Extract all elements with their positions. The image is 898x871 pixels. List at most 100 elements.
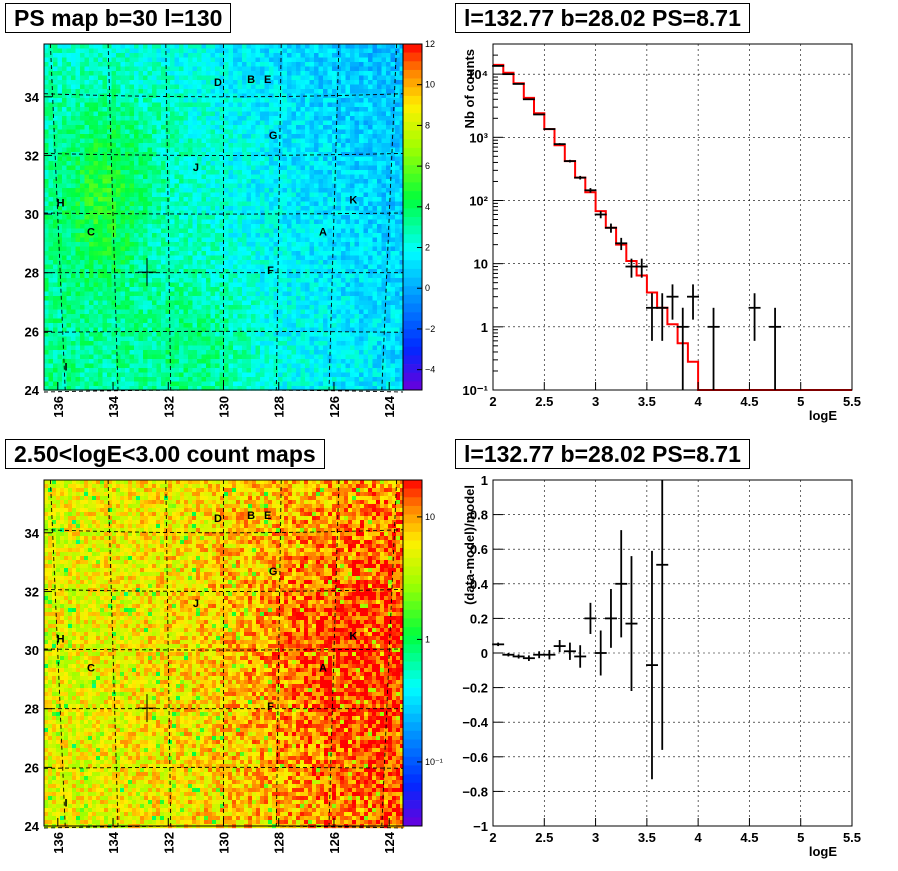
spectrum-x-tick-label: 3 xyxy=(592,394,599,409)
spectrum-title: l=132.77 b=28.02 PS=8.71 xyxy=(455,3,750,33)
count_map-x-tick-label: 126 xyxy=(327,832,342,854)
residual-y-tick-label: 0.8 xyxy=(470,508,488,523)
source-label-E: E xyxy=(264,74,271,86)
ps_map-lat-line xyxy=(43,152,404,156)
count_map-colorbar-cell xyxy=(403,774,422,784)
ps_map-lon-line xyxy=(49,43,66,391)
spectrum-frame xyxy=(492,43,853,391)
count_map-colorbar-cell xyxy=(403,540,422,550)
count_map-colorbar-label: 10⁻¹ xyxy=(425,757,443,767)
spectrum-data-points xyxy=(492,65,782,390)
ps_map-colorbar-label: 0 xyxy=(425,283,430,293)
residual-xlabel: logE xyxy=(809,844,837,859)
ps_map-colorbar-frame xyxy=(402,43,423,391)
residual-y-tick-label: −0.6 xyxy=(462,750,488,765)
spectrum-data-point xyxy=(584,188,597,193)
spectrum-data-point xyxy=(645,293,658,341)
residual-ylabel: (data-model)/model xyxy=(462,485,477,605)
spectrum-data-point xyxy=(769,307,782,390)
source-label-K: K xyxy=(349,194,357,206)
ps_map-colorbar-cell xyxy=(403,260,422,270)
residual-panel: 2 2.5 3 3.5 4 4.5 5 5.5 −1 −0.8 −0.6 −0.4 −0.2 0 0.2 0.… xyxy=(462,473,861,859)
residual-data-point xyxy=(594,630,607,676)
spectrum-data-point xyxy=(604,223,617,233)
count_map-x-tick-label: 132 xyxy=(161,832,176,854)
spectrum-y-tick-label: 10⁻¹ xyxy=(462,383,488,398)
ps_map-lat-line xyxy=(43,212,404,215)
ps_map-colorbar-cell xyxy=(403,303,422,313)
ps_map-colorbar-cell xyxy=(403,364,422,373)
count_map-colorbar-cell xyxy=(403,748,422,758)
spectrum-data-point xyxy=(615,237,628,251)
spectrum-y-tick-label: 10² xyxy=(469,193,488,208)
residual-x-tick-label: 3.5 xyxy=(638,830,656,845)
source-label-D: D xyxy=(214,77,222,89)
spectrum-data-point xyxy=(625,258,638,278)
residual-y-tick-label: −0.2 xyxy=(462,681,488,696)
count_map-colorbar-frame xyxy=(402,479,423,827)
residual-x-tick-label: 5.5 xyxy=(843,830,861,845)
count_map-colorbar-cell xyxy=(403,644,422,654)
count_map-y-tick-label: 30 xyxy=(25,643,39,658)
spectrum-data-point xyxy=(512,83,525,85)
spectrum-data-point xyxy=(543,128,556,130)
count_map-colorbar-label: 10 xyxy=(425,512,435,522)
spectrum-x-tick-label: 3.5 xyxy=(638,394,656,409)
count_map-lon-line xyxy=(381,479,398,827)
ps_map-colorbar-cell xyxy=(403,61,422,71)
source-label-F: F xyxy=(267,265,274,277)
residual-y-tick-label: 1 xyxy=(481,473,488,488)
count_map-colorbar-cell xyxy=(403,635,422,645)
ps_map-colorbar-cell xyxy=(403,78,422,88)
ps_map-colorbar-cell xyxy=(403,338,422,348)
ps_map-x-tick-label: 132 xyxy=(161,396,176,418)
count_map-y-tick-label: 26 xyxy=(25,760,39,775)
ps_map-lon-line xyxy=(107,43,119,391)
ps_map-lon-line xyxy=(165,43,172,391)
ps_map-colorbar-cell xyxy=(403,268,422,278)
count_map-y-tick-label: 34 xyxy=(25,526,40,541)
spectrum-x-tick-label: 2 xyxy=(489,394,496,409)
count_map-colorbar-cell xyxy=(403,800,422,809)
spectrum-data-point xyxy=(574,175,587,180)
count_map-colorbar-cell xyxy=(403,618,422,628)
ps_map-colorbar-label: 10 xyxy=(425,80,435,90)
ps_map-x-tick-label: 134 xyxy=(106,395,121,417)
count_map-colorbar-cell xyxy=(403,583,422,593)
count_map-lat-line xyxy=(43,588,404,592)
spectrum-x-tick-label: 2.5 xyxy=(535,394,553,409)
ps_map-colorbar-cell xyxy=(403,346,422,356)
spectrum-data-point xyxy=(533,113,546,116)
count_map-heatmap xyxy=(44,480,405,829)
spectrum-data-point xyxy=(522,98,535,101)
ps_map-colorbar-cell xyxy=(403,191,422,200)
count_map-colorbar-cell xyxy=(403,791,422,801)
count_map-colorbar: 10⁻¹ 1 10 xyxy=(402,479,443,827)
ps_map-coord-grid xyxy=(43,43,404,393)
spectrum-ylabel: Nb of counts xyxy=(462,49,477,128)
ps_map-x-tick-label: 130 xyxy=(217,396,232,418)
ps-map-title: PS map b=30 l=130 xyxy=(5,3,232,33)
ps_map-lon-line xyxy=(275,43,282,391)
ps_map-x-tick-label: 126 xyxy=(327,396,342,418)
count_map-colorbar-cell xyxy=(403,609,422,619)
ps_map-colorbar-cell xyxy=(403,69,422,79)
count_map-lon-line xyxy=(49,479,66,827)
count_map-x-tick-label: 130 xyxy=(217,832,232,854)
ps_map-colorbar-cell xyxy=(403,113,422,123)
ps_map-lat-line xyxy=(43,93,404,98)
count_map-colorbar-cell xyxy=(403,488,422,498)
count_map-colorbar-cell xyxy=(403,601,422,611)
count_map-colorbar-cell xyxy=(403,817,422,827)
count_map-colorbar-cell xyxy=(403,808,422,818)
residual-data-point xyxy=(522,655,535,661)
count_map-lat-line xyxy=(43,825,404,829)
residual-grid xyxy=(492,479,853,827)
ps_map-heatmap xyxy=(44,44,405,391)
source-label-J: J xyxy=(193,162,199,174)
ps_map-y-tick-label: 30 xyxy=(25,207,39,222)
residual-data-point xyxy=(543,650,556,660)
count_map-colorbar-cell xyxy=(403,730,422,740)
residual-data-point xyxy=(584,602,597,634)
spectrum-data-point xyxy=(707,307,720,390)
